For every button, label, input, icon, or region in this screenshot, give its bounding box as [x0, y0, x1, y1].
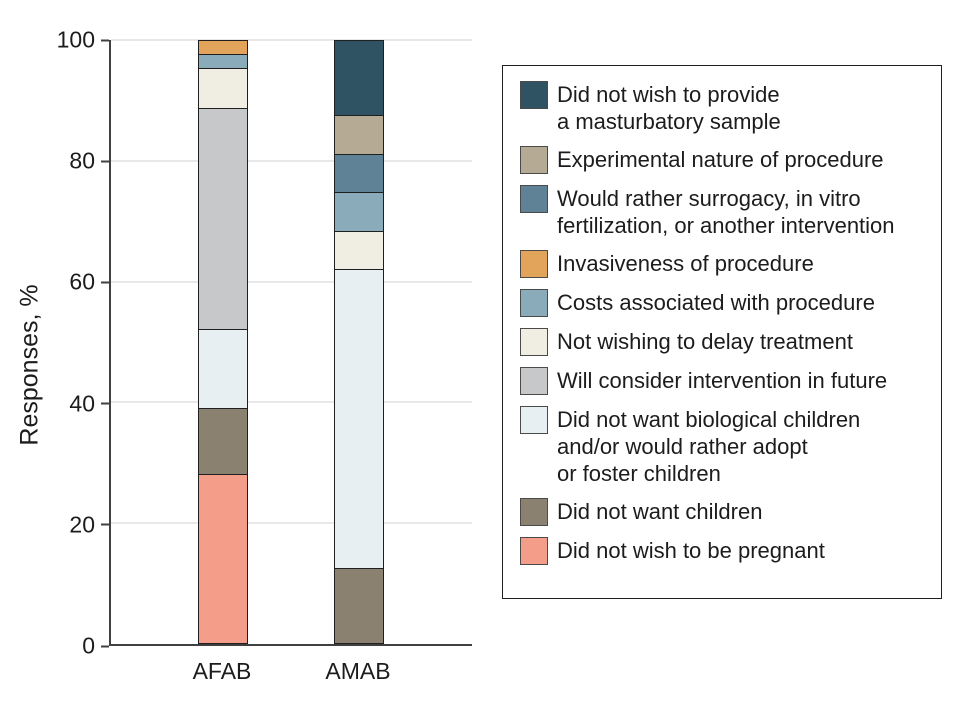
- legend-label: Did not wish to be pregnant: [557, 537, 825, 564]
- legend-item: Did not want children: [520, 498, 935, 526]
- legend-item: Costs associated with procedure: [520, 289, 935, 317]
- bar-segment: [199, 473, 247, 643]
- x-category-label-amab: AMAB: [325, 658, 391, 684]
- gridline: [111, 39, 472, 41]
- legend-label: Did not want children: [557, 498, 762, 525]
- legend-label: Would rather surrogacy, in vitro fertili…: [557, 185, 895, 239]
- legend: Did not wish to provide a masturbatory s…: [502, 65, 942, 599]
- bar-amab: [334, 40, 384, 644]
- legend-label-line: fertilization, or another intervention: [557, 213, 895, 238]
- bar-segment: [199, 107, 247, 330]
- legend-item: Experimental nature of procedure: [520, 146, 935, 174]
- bar-segment: [335, 567, 383, 643]
- y-tick-mark: [101, 523, 109, 526]
- bar-segment: [335, 41, 383, 116]
- bar-segment: [335, 115, 383, 154]
- legend-swatch: [520, 367, 548, 395]
- legend-label-line: Did not want children: [557, 499, 763, 524]
- legend-label: Experimental nature of procedure: [557, 146, 884, 173]
- bar-segment: [335, 230, 383, 270]
- legend-item: Invasiveness of procedure: [520, 250, 935, 278]
- y-tick-label: 100: [56, 26, 95, 53]
- legend-item: Will consider intervention in future: [520, 367, 935, 395]
- legend-label-line: Did not want biological children: [557, 407, 861, 432]
- y-axis-ticks: 0 20 40 60 80 100: [40, 27, 109, 659]
- y-tick: 20: [42, 511, 109, 538]
- legend-label-line: Not wishing to delay treatment: [557, 329, 853, 354]
- legend-item: Did not wish to provide a masturbatory s…: [520, 81, 935, 135]
- bar-segment: [335, 269, 383, 568]
- legend-label-line: Would rather surrogacy, in vitro: [557, 186, 861, 211]
- legend-label-line: and/or would rather adopt: [557, 434, 808, 459]
- legend-swatch: [520, 146, 548, 174]
- legend-item: Not wishing to delay treatment: [520, 328, 935, 356]
- bar-segment: [199, 407, 247, 474]
- legend-swatch: [520, 406, 548, 434]
- bar-afab: [198, 40, 248, 644]
- legend-item: Did not want biological children and/or …: [520, 406, 935, 487]
- bar-segment: [199, 68, 247, 108]
- legend-swatch: [520, 537, 548, 565]
- y-tick-label: 60: [69, 268, 95, 295]
- legend-label: Did not wish to provide a masturbatory s…: [557, 81, 781, 135]
- legend-swatch: [520, 498, 548, 526]
- bar-segment: [199, 41, 247, 55]
- y-tick: 100: [42, 27, 109, 54]
- legend-label-line: Costs associated with procedure: [557, 290, 875, 315]
- legend-label-line: a masturbatory sample: [557, 109, 781, 134]
- legend-label: Did not want biological children and/or …: [557, 406, 860, 487]
- legend-swatch: [520, 81, 548, 109]
- y-tick-label: 20: [69, 511, 95, 538]
- y-tick: 40: [42, 390, 109, 417]
- y-tick-mark: [101, 160, 109, 163]
- y-tick-mark: [101, 402, 109, 405]
- y-tick: 80: [42, 148, 109, 175]
- legend-label-line: Experimental nature of procedure: [557, 147, 884, 172]
- legend-swatch: [520, 185, 548, 213]
- y-tick-mark: [101, 281, 109, 284]
- legend-item: Would rather surrogacy, in vitro fertili…: [520, 185, 935, 239]
- y-tick: 0: [42, 633, 109, 660]
- legend-label-line: Invasiveness of procedure: [557, 251, 814, 276]
- plot-area: [109, 39, 472, 646]
- bar-segment: [199, 54, 247, 69]
- legend-label-line: Did not wish to be pregnant: [557, 538, 825, 563]
- legend-label: Costs associated with procedure: [557, 289, 875, 316]
- gridline: [111, 280, 472, 283]
- bar-segment: [335, 192, 383, 231]
- legend-label: Invasiveness of procedure: [557, 250, 814, 277]
- legend-label-line: Will consider intervention in future: [557, 368, 888, 393]
- legend-item: Did not wish to be pregnant: [520, 537, 935, 565]
- y-tick-mark: [101, 39, 109, 41]
- x-category-label-afab: AFAB: [192, 658, 252, 684]
- gridline: [111, 522, 472, 525]
- y-tick-label: 40: [69, 390, 95, 417]
- legend-swatch: [520, 250, 548, 278]
- y-tick: 60: [42, 269, 109, 296]
- y-tick-label: 80: [69, 147, 95, 174]
- legend-label: Not wishing to delay treatment: [557, 328, 853, 355]
- legend-swatch: [520, 328, 548, 356]
- legend-label-line: or foster children: [557, 461, 721, 486]
- legend-label-line: Did not wish to provide: [557, 82, 780, 107]
- bar-segment: [199, 329, 247, 408]
- legend-swatch: [520, 289, 548, 317]
- y-tick-mark: [101, 645, 109, 647]
- gridline: [111, 401, 472, 404]
- y-tick-label: 0: [82, 632, 95, 659]
- bar-segment: [335, 153, 383, 193]
- legend-label: Will consider intervention in future: [557, 367, 887, 394]
- gridline: [111, 159, 472, 162]
